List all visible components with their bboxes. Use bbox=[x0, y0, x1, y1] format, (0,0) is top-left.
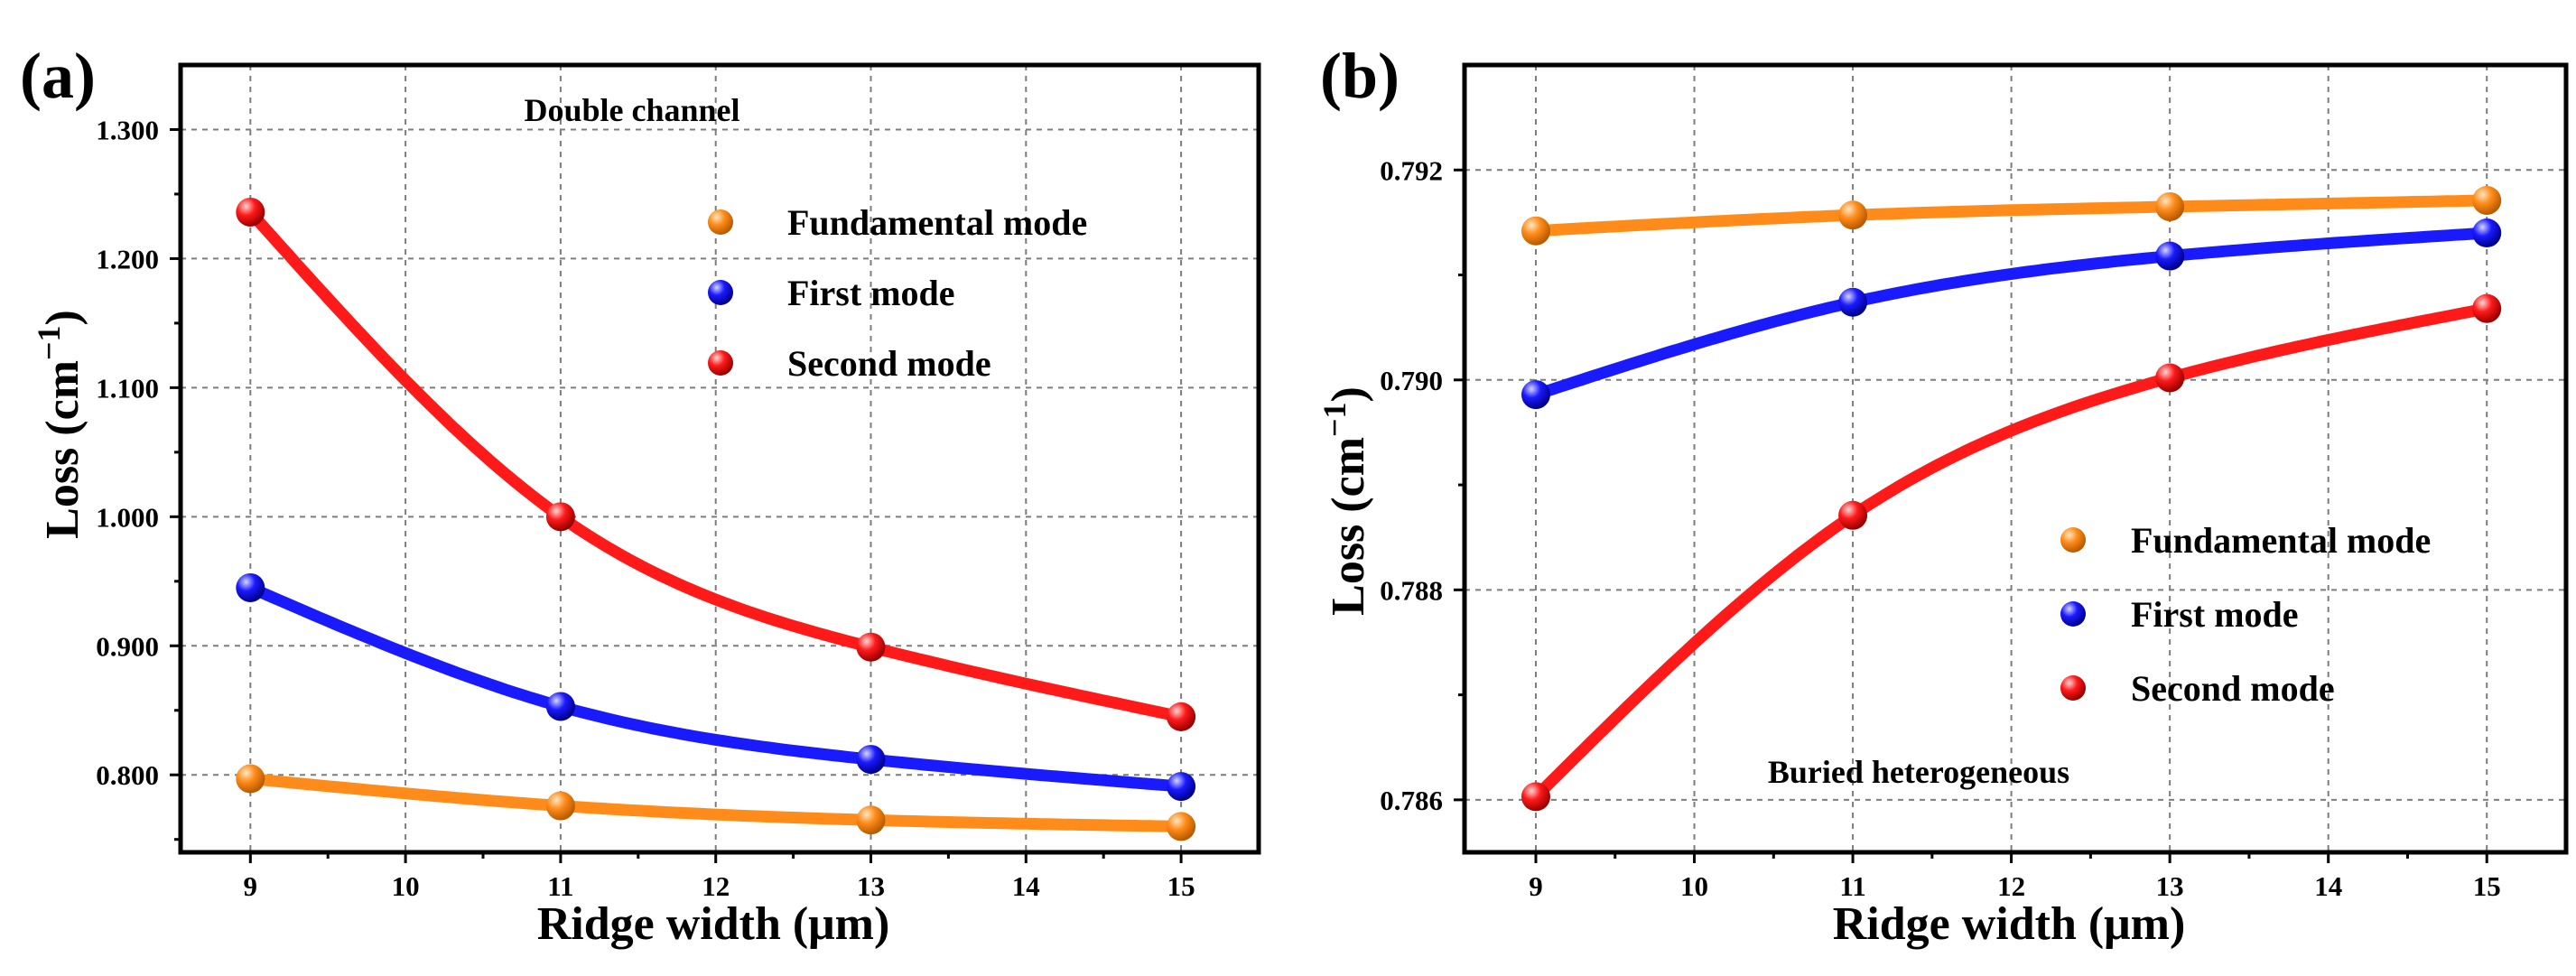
panel-b-label: (b) bbox=[1320, 40, 1400, 112]
panel-b-series-first-line bbox=[1530, 227, 2493, 401]
panel-b-series-fundamental-point bbox=[2472, 185, 2502, 215]
panel-a-y-tick-label: 0.900 bbox=[96, 630, 159, 662]
panel-a-legend: Fundamental mode First mode Second mode bbox=[708, 202, 1087, 384]
panel-b-y-tick-label: 0.790 bbox=[1380, 365, 1443, 396]
panel-a-x-axis-title: Ridge width (μm) bbox=[537, 898, 890, 950]
panel-b-x-axis-title: Ridge width (μm) bbox=[1833, 898, 2186, 950]
panel-a-y-axis-title: Loss (cm−1) bbox=[31, 310, 88, 539]
panel-a-series-second-point bbox=[545, 502, 575, 532]
panel-a-series-first-point bbox=[856, 745, 886, 775]
panel-a-legend-marker-fundamental bbox=[708, 209, 733, 235]
panel-a: (a) Loss (cm−1) Ridge width (μm) Double … bbox=[20, 40, 1261, 950]
panel-a-series-first-point bbox=[236, 572, 265, 602]
panel-b-x-tick-label: 12 bbox=[1997, 870, 2025, 902]
panel-a-legend-marker-second bbox=[708, 350, 733, 376]
panel-b-series-second-point bbox=[2472, 293, 2502, 323]
panel-a-x-tick-label: 9 bbox=[244, 870, 258, 902]
panel-a-series-fundamental-point bbox=[545, 791, 575, 821]
panel-a-grid bbox=[181, 65, 1259, 852]
panel-a-series-fundamental-point bbox=[236, 764, 265, 794]
panel-b-x-tick-label: 15 bbox=[2473, 870, 2501, 902]
panel-b-y-tick-label: 0.792 bbox=[1380, 154, 1443, 186]
panel-b-x-tick-label: 13 bbox=[2156, 870, 2184, 902]
panel-b-legend-first: First mode bbox=[2131, 594, 2299, 635]
panel-b-series-first-point bbox=[1838, 287, 1868, 317]
panel-b-x-tick-label: 9 bbox=[1529, 870, 1543, 902]
panel-b-legend-fundamental: Fundamental mode bbox=[2131, 520, 2431, 561]
panel-a-annotation: Double channel bbox=[524, 92, 739, 128]
panel-a-series-second-point bbox=[236, 197, 265, 227]
panel-b-series-fundamental-point bbox=[1520, 216, 1550, 246]
panel-a-x-tick-label: 10 bbox=[392, 870, 420, 902]
panel-b-series-second-point bbox=[2155, 363, 2185, 393]
panel-b-y-axis-title: Loss (cm−1) bbox=[1316, 386, 1374, 616]
panel-a-legend-second: Second mode bbox=[787, 343, 991, 384]
panel-a-x-tick-label: 13 bbox=[857, 870, 885, 902]
panel-a-series-first-line bbox=[244, 581, 1187, 793]
panel-b-x-tick-label: 10 bbox=[1680, 870, 1708, 902]
panel-a-series-first-point bbox=[545, 692, 575, 721]
panel-b-legend: Fundamental mode First mode Second mode bbox=[2060, 520, 2431, 709]
panel-b-y-tick-label: 0.786 bbox=[1380, 785, 1443, 816]
panel-a-series-fundamental-point bbox=[1167, 812, 1196, 841]
panel-a-series-second-point bbox=[856, 632, 886, 662]
panel-b-series-first-point bbox=[2155, 241, 2185, 271]
panel-a-series-first-point bbox=[1167, 772, 1196, 802]
panel-b-series-fundamental-point bbox=[2155, 191, 2185, 221]
panel-a-label: (a) bbox=[20, 40, 96, 112]
panel-a-y-tick-label: 1.300 bbox=[96, 114, 159, 145]
panel-a-legend-first: First mode bbox=[787, 273, 955, 313]
panel-a-series-fundamental-point bbox=[856, 805, 886, 835]
panel-a-y-tick-label: 1.100 bbox=[96, 372, 159, 404]
panel-b-series-first-point bbox=[1520, 380, 1550, 410]
panel-b: (b) Loss (cm−1) Ridge width (μm) Buried … bbox=[1316, 40, 2569, 950]
panel-a-series-fundamental-line bbox=[244, 773, 1187, 832]
panel-a-y-tick-label: 1.000 bbox=[96, 501, 159, 533]
panel-a-series-second-line bbox=[244, 206, 1187, 723]
panel-a-y-tick-label: 0.800 bbox=[96, 759, 159, 791]
panel-b-series-second-point bbox=[1520, 782, 1550, 812]
panel-b-series-second-line bbox=[1530, 302, 2493, 803]
panel-b-series-first-point bbox=[2472, 218, 2502, 248]
panel-a-plot-frame bbox=[178, 62, 1261, 855]
panel-b-legend-marker-fundamental bbox=[2060, 527, 2086, 553]
panel-b-x-tick-label: 11 bbox=[1839, 870, 1865, 902]
panel-b-legend-second: Second mode bbox=[2131, 668, 2335, 709]
panel-b-series-second-point bbox=[1838, 500, 1868, 530]
panel-b-x-tick-label: 14 bbox=[2314, 870, 2342, 902]
panel-b-series-fundamental-line bbox=[1530, 194, 2493, 237]
panel-a-x-tick-label: 11 bbox=[547, 870, 573, 902]
panel-a-legend-fundamental: Fundamental mode bbox=[787, 202, 1087, 243]
panel-b-legend-marker-first bbox=[2060, 601, 2086, 627]
panel-a-series-second-point bbox=[1167, 702, 1196, 731]
panel-b-annotation: Buried heterogeneous bbox=[1768, 754, 2069, 790]
panel-b-legend-marker-second bbox=[2060, 675, 2086, 701]
panel-b-plot-frame bbox=[1462, 62, 2569, 855]
panel-a-legend-marker-first bbox=[708, 280, 733, 305]
panel-b-y-tick-label: 0.788 bbox=[1380, 574, 1443, 606]
panel-a-y-tick-label: 1.200 bbox=[96, 243, 159, 274]
panel-b-series-fundamental-point bbox=[1838, 200, 1868, 230]
panel-a-x-tick-label: 12 bbox=[702, 870, 730, 902]
panel-b-grid bbox=[1465, 65, 2566, 852]
panel-a-x-tick-label: 14 bbox=[1012, 870, 1040, 902]
panel-a-x-tick-label: 15 bbox=[1167, 870, 1195, 902]
